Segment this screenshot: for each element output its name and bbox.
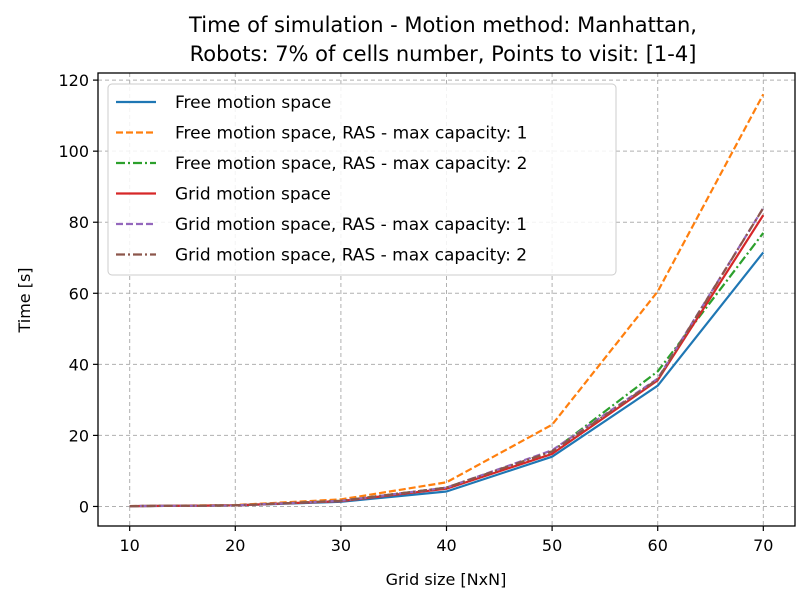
y-tick-label: 80	[69, 213, 89, 232]
y-tick-label: 40	[69, 355, 89, 374]
legend-label: Free motion space, RAS - max capacity: 2	[175, 154, 528, 174]
x-tick-label: 20	[225, 536, 245, 555]
axis-ticks: 10 20 30 40 50 60 70 0 20 40 60 80 100 120	[58, 71, 773, 555]
series-line-6	[129, 207, 765, 508]
y-tick-label: 100	[58, 142, 89, 161]
chart-title-line-2: Robots: 7% of cells number, Points to vi…	[190, 42, 697, 66]
legend-label: Grid motion space	[175, 185, 331, 205]
chart-title-line-1: Time of simulation - Motion method: Manh…	[188, 13, 697, 37]
series-lines	[129, 93, 765, 508]
x-tick-label: 30	[331, 536, 351, 555]
legend-box	[107, 83, 617, 276]
x-tick-label: 10	[120, 536, 140, 555]
y-axis-label: Time [s]	[15, 267, 34, 333]
y-tick-label: 120	[58, 71, 89, 90]
y-tick-label: 20	[69, 426, 89, 445]
grid-lines	[98, 73, 795, 526]
x-tick-label: 50	[542, 536, 562, 555]
y-tick-label: 0	[79, 497, 89, 516]
x-tick-label: 60	[648, 536, 668, 555]
x-tick-label: 40	[436, 536, 456, 555]
y-tick-label: 60	[69, 284, 89, 303]
x-axis-label: Grid size [NxN]	[386, 570, 507, 589]
legend-label: Grid motion space, RAS - max capacity: 2	[175, 246, 527, 266]
legend-label: Free motion space, RAS - max capacity: 1	[175, 124, 528, 144]
x-tick-label: 70	[753, 536, 773, 555]
legend: Free motion space Free motion space, RAS …	[107, 83, 617, 276]
legend-label: Grid motion space, RAS - max capacity: 1	[175, 215, 527, 235]
legend-label: Free motion space	[175, 93, 331, 113]
